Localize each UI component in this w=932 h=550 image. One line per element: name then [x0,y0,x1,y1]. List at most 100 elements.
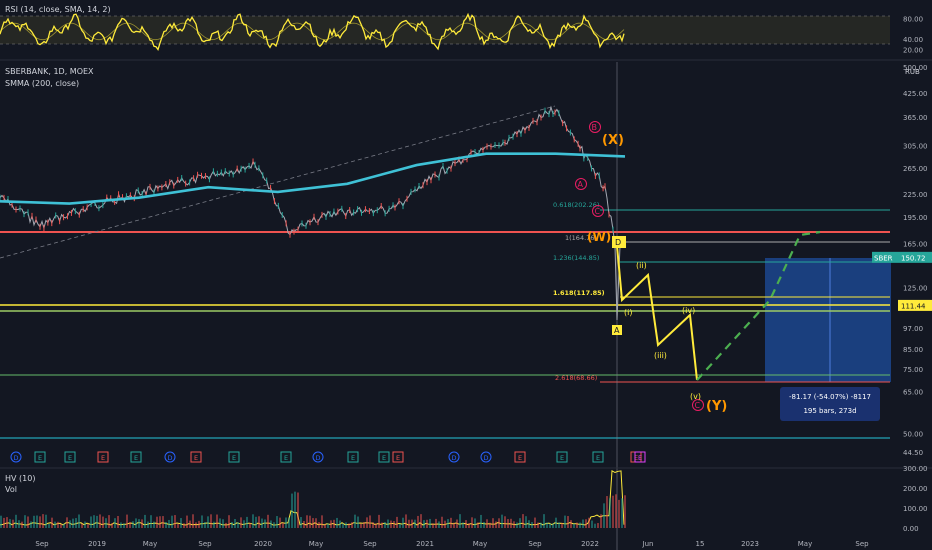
volume-bar [240,517,242,528]
event-marker-label: E [38,454,42,462]
wave-path [616,245,698,381]
rsi-sma-line [0,22,625,41]
price-tag [898,299,932,311]
projection-dashed-line [696,230,821,381]
time-tick: 2023 [741,540,759,548]
volume-bar [342,523,344,528]
volume-bar [99,514,101,528]
price-tag-text: 111.44 [901,302,926,310]
volume-bar [231,521,233,528]
volume-bar [465,520,467,528]
price-tick: 125.00 [903,285,928,293]
volume-bar [558,522,560,528]
price-tick: 305.00 [903,143,928,151]
wave-label-iii: (iii) [654,351,667,360]
future-earnings-marker[interactable] [634,451,646,463]
volume-pane: HV (10) Vol [0,469,626,528]
earnings-marker[interactable] [556,451,568,463]
earnings-marker[interactable] [34,451,46,463]
event-marker-label: E [396,454,400,462]
volume-bar [600,514,602,528]
volume-bar [204,521,206,528]
time-tick: Sep [528,540,542,548]
vol-label: Vol [5,485,17,494]
volume-bar [51,517,53,528]
earnings-marker[interactable] [280,451,292,463]
volume-bar [201,515,203,528]
volume-bar [294,491,296,528]
event-marker-label: E [101,454,105,462]
volume-bar [132,521,134,528]
event-marker-label: E [134,454,138,462]
volume-bar [129,521,131,528]
volume-bar [453,522,455,528]
volume-bar [48,523,50,528]
event-marker-label: D [13,454,18,462]
volume-bar [477,522,479,528]
volume-bar [552,523,554,528]
dividend-marker[interactable] [480,451,492,463]
dividend-marker[interactable] [164,451,176,463]
volume-bar [306,515,308,528]
price-line [0,105,621,321]
volume-bar [183,523,185,528]
volume-bar [597,523,599,528]
volume-bar [234,519,236,528]
volume-bar [6,517,8,528]
volume-bar [18,520,20,528]
earnings-marker[interactable] [190,451,202,463]
earnings-marker[interactable] [228,451,240,463]
price-tick: 500.00 [903,64,928,72]
rsi-label: RSI (14, close, SMA, 14, 2) [5,5,111,14]
event-marker-label: D [483,454,488,462]
forecast-box[interactable] [765,258,891,382]
volume-bar [84,521,86,528]
volume-bar [585,519,587,528]
volume-bar [222,519,224,528]
volume-bar [321,515,323,528]
price-tick: 75.00 [903,366,923,374]
dividend-marker[interactable] [312,451,324,463]
volume-bar [579,522,581,528]
volume-bar [114,518,116,528]
earnings-marker[interactable] [64,451,76,463]
volume-bar [414,519,416,528]
event-marker-label: D [451,454,456,462]
dividend-marker[interactable] [10,451,22,463]
wave-label-x: (X) [602,133,624,148]
rsi-tick: 20.00 [903,47,923,55]
volume-bar [153,521,155,528]
volume-bar [375,523,377,528]
wave-label-y: (Y) [706,399,727,414]
volume-bar [366,517,368,528]
price-tick: 165.00 [903,240,928,248]
earnings-marker[interactable] [592,451,604,463]
earnings-marker[interactable] [392,451,404,463]
volume-bar [147,521,149,528]
volume-bar [63,523,65,528]
price-tick: 365.00 [903,114,928,122]
volume-bar [225,522,227,528]
earnings-marker[interactable] [130,451,142,463]
volume-bar [66,517,68,528]
earnings-marker[interactable] [514,451,526,463]
earnings-marker[interactable] [97,451,109,463]
volume-bar [174,515,176,528]
fib-label-1236: 1.236(144.85) [553,254,599,262]
dividend-marker[interactable] [448,451,460,463]
wave-label-v: (v) [690,392,701,401]
event-marker-label: E [634,454,638,462]
event-marker-label: E [194,454,198,462]
volume-bar [612,495,614,528]
volume-bar [594,523,596,528]
volume-bar [582,519,584,528]
time-tick: May [309,540,323,548]
volume-bar [549,523,551,528]
earnings-marker[interactable] [347,451,359,463]
volume-bar [402,517,404,528]
volume-tick: 200.00 [903,485,928,493]
wave-label-ii: (ii) [636,261,647,270]
earnings-marker[interactable] [378,451,390,463]
